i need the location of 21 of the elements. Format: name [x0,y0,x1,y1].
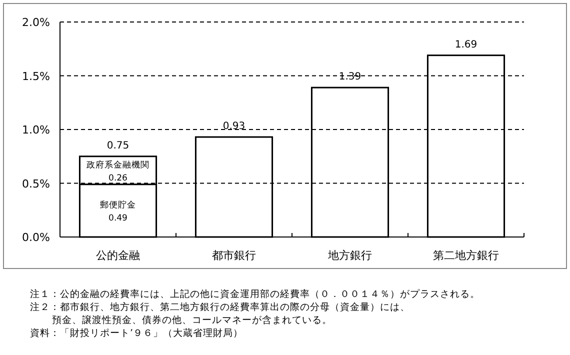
total-label: 0.93 [222,121,246,132]
x-tick-label: 第二地方銀行 [433,249,499,262]
text: 注１：公的金融の経費率には、上記の他に資金運用部の経費率（０．００１４％）がプラスされる。 [30,288,480,300]
y-tick-label: 0.5% [22,177,50,190]
total-label: 1.69 [454,39,478,50]
x-tick-label: 公的金融 [96,249,140,262]
x-tick-label: 地方銀行 [327,249,372,262]
text: 資料：「財投リポート’９６」（大蔵省理財局） [30,327,244,339]
y-tick-label: 1.0% [22,124,50,136]
series-label: 郵便貯金 [100,200,136,211]
y-tick-label: 1.5% [22,70,50,83]
x-tick-label: 都市銀行 [212,249,256,262]
text: 預金、譲渡性預金、債券の他、コールマネーが含まれている。 [52,314,332,326]
series-label: 政府系金融機関 [86,159,150,170]
data-label: 0.26 [108,173,128,184]
total-label: 1.39 [338,72,362,83]
data-label: 0.49 [108,214,128,224]
y-tick-label: 0.0% [22,231,50,244]
total-label: 0.75 [106,140,130,152]
y-tick-label: 2.0% [22,16,50,29]
text: 注２：都市銀行、地方銀行、第二地方銀行の経費率算出の際の分母（資金量）には、 [30,301,410,313]
